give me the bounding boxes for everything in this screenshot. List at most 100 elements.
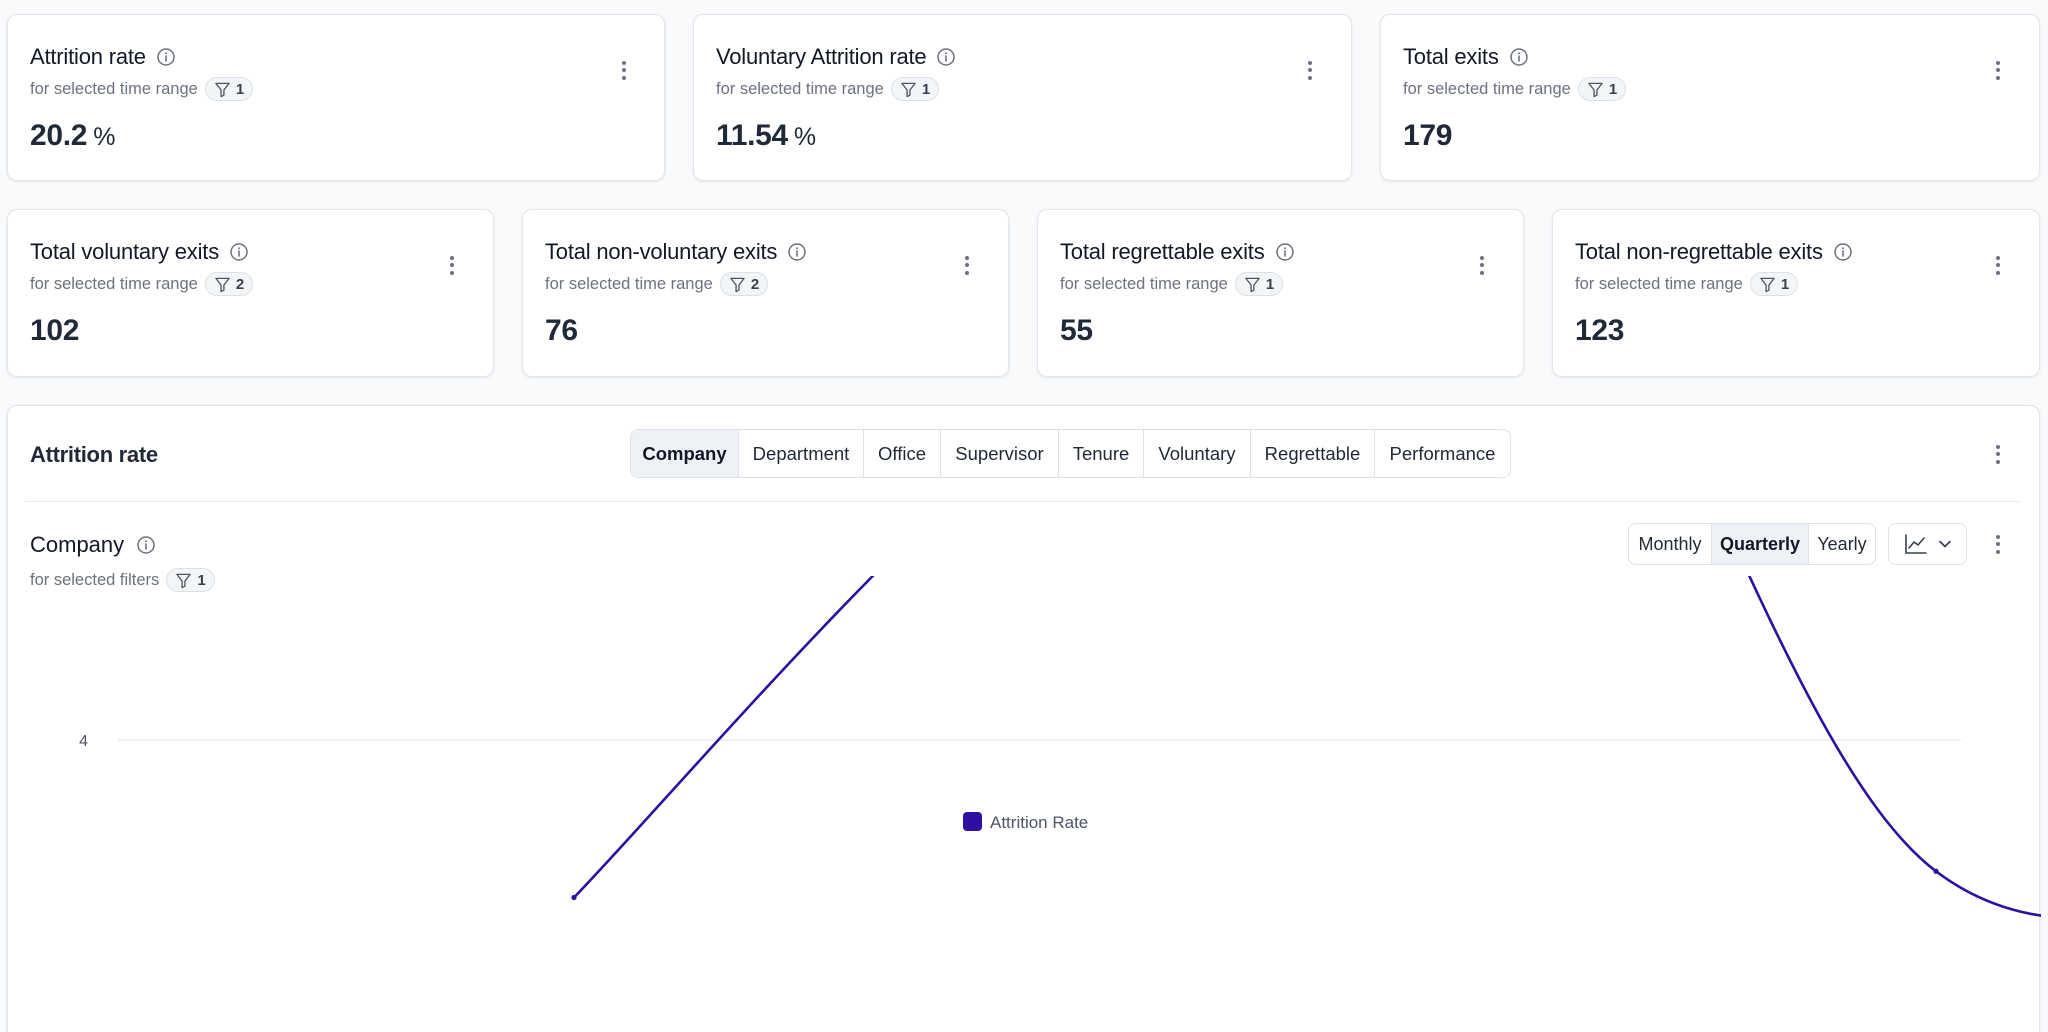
breakdown-tabs: Company Department Office Supervisor Ten…	[630, 429, 1511, 478]
section-subtitle: for selected filters	[30, 570, 160, 589]
filter-icon	[1760, 277, 1775, 292]
panel-title: Attrition rate	[30, 442, 158, 467]
kpi-unit: %	[793, 123, 816, 151]
series-points	[571, 868, 1939, 901]
tab-tenure[interactable]: Tenure	[1059, 430, 1144, 477]
panel-divider	[25, 501, 2020, 502]
filter-badge[interactable]: 1	[204, 77, 254, 101]
info-icon[interactable]	[136, 535, 156, 555]
info-icon[interactable]	[936, 47, 956, 67]
filter-count: 2	[235, 275, 245, 293]
info-icon[interactable]	[1833, 242, 1853, 262]
kpi-subtitle: for selected time range	[1060, 274, 1228, 293]
tab-company[interactable]: Company	[631, 430, 739, 477]
info-icon[interactable]	[1275, 242, 1295, 262]
filter-badge[interactable]: 1	[166, 568, 215, 592]
tab-voluntary[interactable]: Voluntary	[1144, 430, 1251, 477]
kpi-card-total-exits: Total exits for selected time range 1 179	[1380, 14, 2040, 181]
filter-count: 1	[1265, 275, 1275, 293]
more-options-icon[interactable]	[1472, 253, 1492, 277]
kpi-value: 76	[545, 314, 578, 347]
info-icon[interactable]	[229, 242, 249, 262]
filter-icon	[1245, 277, 1260, 292]
kpi-value: 123	[1575, 314, 1625, 347]
attrition-line-chart: Attrition Rate 4681012	[79, 576, 2041, 917]
filter-badge[interactable]: 2	[204, 272, 254, 296]
kpi-card-total-regrettable-exits: Total regrettable exits for selected tim…	[1037, 209, 1524, 377]
kpi-value: 179	[1403, 119, 1453, 152]
kpi-card-total-non-regrettable-exits: Total non-regrettable exits for selected…	[1552, 209, 2040, 377]
tab-regrettable[interactable]: Regrettable	[1251, 430, 1375, 477]
more-options-icon[interactable]	[1300, 58, 1320, 82]
chart-grid	[118, 739, 1961, 741]
chart-type-dropdown[interactable]	[1888, 523, 1967, 565]
filter-count: 1	[921, 80, 931, 98]
kpi-subtitle: for selected time range	[30, 79, 198, 98]
tab-office[interactable]: Office	[864, 430, 941, 477]
info-icon[interactable]	[156, 47, 176, 67]
kpi-value: 11.54%	[716, 119, 816, 152]
data-point[interactable]	[1933, 868, 1939, 874]
kpi-value: 20.2%	[30, 119, 116, 152]
filter-badge[interactable]: 1	[890, 77, 940, 101]
y-tick-label: 4	[79, 733, 88, 750]
filter-icon	[1588, 82, 1603, 97]
kpi-title: Total exits	[1403, 44, 1499, 69]
filter-badge[interactable]: 1	[1749, 272, 1799, 296]
info-icon[interactable]	[787, 242, 807, 262]
kpi-title: Total non-regrettable exits	[1575, 239, 1823, 264]
info-icon[interactable]	[1509, 47, 1529, 67]
filter-icon	[176, 573, 192, 588]
kpi-title: Voluntary Attrition rate	[716, 44, 927, 69]
kpi-value: 102	[30, 314, 80, 347]
filter-icon	[215, 277, 230, 292]
kpi-title: Attrition rate	[30, 44, 146, 69]
filter-count: 1	[1608, 80, 1618, 98]
data-point[interactable]	[571, 894, 577, 901]
filter-count: 1	[1780, 275, 1790, 293]
line-chart-icon	[1904, 534, 1927, 554]
kpi-title: Total regrettable exits	[1060, 239, 1265, 264]
tab-performance[interactable]: Performance	[1389, 442, 1496, 464]
y-axis-ticks: 4681012	[79, 733, 88, 750]
filter-icon	[215, 82, 230, 97]
kpi-subtitle: for selected time range	[545, 274, 713, 293]
tab-supervisor[interactable]: Supervisor	[941, 430, 1059, 477]
filter-icon	[730, 277, 745, 292]
more-options-icon[interactable]	[442, 253, 462, 277]
more-options-icon[interactable]	[957, 253, 977, 277]
kpi-title: Total voluntary exits	[30, 239, 219, 264]
legend-label-attrition-rate: Attrition Rate	[990, 813, 1088, 832]
kpi-subtitle: for selected time range	[1403, 79, 1571, 98]
legend-swatch	[963, 812, 982, 831]
filter-badge[interactable]: 1	[1577, 77, 1627, 101]
section-title: Company	[30, 532, 125, 557]
section-title-row: Company	[30, 532, 156, 558]
tab-department[interactable]: Department	[739, 430, 864, 477]
chart-legend[interactable]: Attrition Rate	[963, 812, 1088, 832]
more-options-icon[interactable]	[1988, 58, 2008, 82]
panel-more-options-icon[interactable]	[1988, 442, 2008, 466]
filter-badge[interactable]: 2	[719, 272, 769, 296]
more-options-icon[interactable]	[614, 58, 634, 82]
filter-icon	[901, 82, 916, 97]
filter-count: 2	[750, 275, 760, 293]
kpi-card-attrition-rate: Attrition rate for selected time range 1 …	[7, 14, 665, 181]
attrition-rate-panel: Attrition rate Company Department Office…	[7, 405, 2041, 1032]
period-monthly[interactable]: Monthly	[1629, 524, 1712, 564]
chevron-down-icon	[1938, 540, 1951, 548]
filter-badge[interactable]: 1	[1234, 272, 1284, 296]
kpi-subtitle: for selected time range	[30, 274, 198, 293]
kpi-card-voluntary-attrition-rate: Voluntary Attrition rate for selected ti…	[693, 14, 1352, 181]
filter-count: 1	[235, 80, 245, 98]
period-yearly[interactable]: Yearly	[1817, 533, 1867, 554]
kpi-card-total-non-voluntary-exits: Total non-voluntary exits for selected t…	[522, 209, 1009, 377]
period-toggle: Monthly Quarterly Yearly	[1628, 523, 1876, 565]
series-line-attrition-rate	[573, 576, 2041, 917]
period-quarterly[interactable]: Quarterly	[1712, 524, 1809, 564]
chart-more-options-icon[interactable]	[1988, 532, 2008, 556]
more-options-icon[interactable]	[1988, 253, 2008, 277]
kpi-subtitle: for selected time range	[1575, 274, 1743, 293]
kpi-title: Total non-voluntary exits	[545, 239, 778, 264]
filter-count: 1	[197, 571, 206, 589]
